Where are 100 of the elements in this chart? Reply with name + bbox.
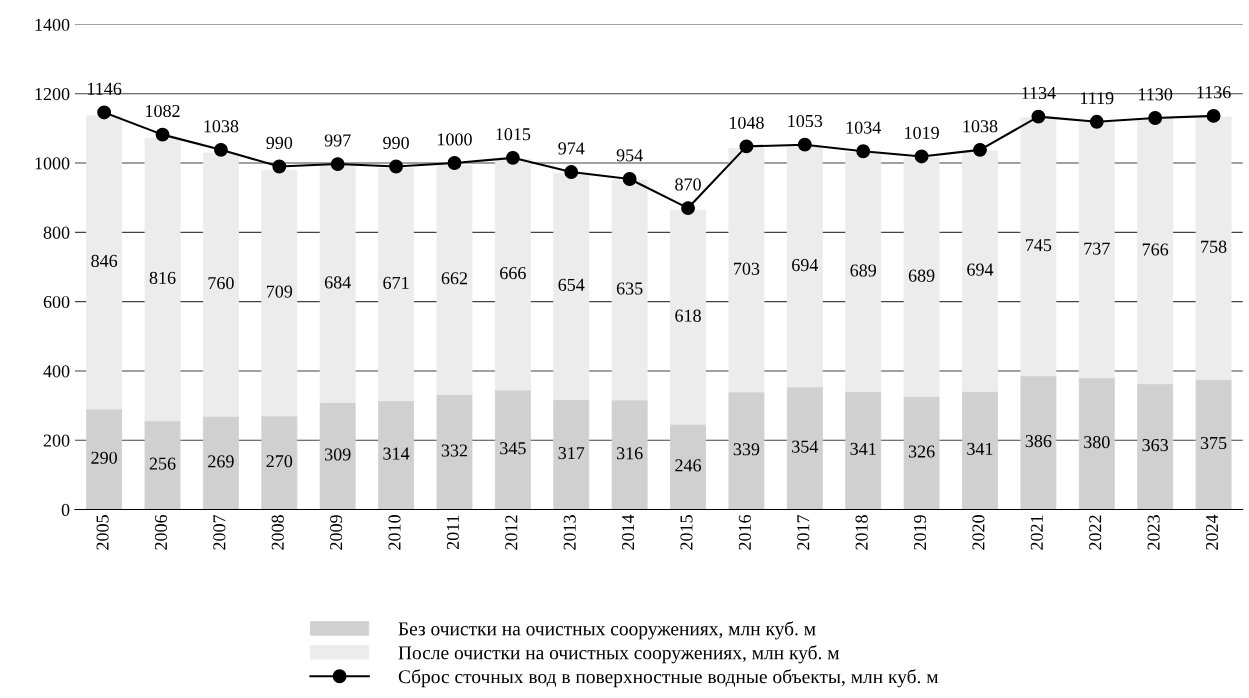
data-label: 354 [792, 440, 819, 453]
point [739, 139, 754, 154]
data-label: 666 [500, 266, 526, 280]
data-label: 256 [149, 457, 176, 470]
point [330, 157, 345, 172]
data-label: 997 [324, 134, 351, 147]
data-label: 375 [1200, 436, 1227, 450]
data-label: 990 [266, 136, 293, 149]
x-tick-label: 2020 [972, 515, 985, 550]
bar [786, 145, 823, 388]
y-tick-label: 600 [43, 295, 70, 309]
x-tick-label: 2021 [1030, 515, 1043, 550]
bar [728, 148, 765, 393]
data-label: 689 [908, 269, 935, 282]
bar [494, 389, 531, 510]
bar [1195, 379, 1232, 510]
x-tick-label: 2005 [96, 515, 109, 550]
data-label: 341 [850, 442, 876, 455]
bar [86, 408, 123, 510]
data-label: 709 [266, 285, 293, 298]
point [1206, 108, 1221, 123]
data-label: 816 [149, 271, 176, 284]
bar [436, 394, 473, 510]
x-tick-label: 2023 [1147, 515, 1160, 550]
data-label: 846 [91, 254, 118, 267]
data-label: 684 [324, 276, 351, 289]
data-label: 766 [1142, 243, 1169, 256]
bar [962, 390, 998, 510]
data-label: 1048 [729, 116, 764, 129]
data-label: 990 [383, 136, 409, 149]
data-label: 1038 [963, 120, 998, 133]
bar [1137, 117, 1174, 385]
bar [494, 158, 531, 391]
bar [144, 137, 181, 422]
data-label: 703 [734, 262, 760, 275]
point [564, 165, 579, 179]
data-label: 1130 [1139, 88, 1173, 101]
data-label: 618 [675, 309, 701, 322]
bar [202, 415, 239, 510]
data-label: 654 [558, 278, 585, 291]
data-label: 1146 [88, 82, 122, 95]
data-label: 332 [441, 444, 468, 457]
bar [144, 420, 181, 510]
bar [1020, 375, 1057, 510]
bar [670, 209, 706, 425]
bar [611, 179, 648, 401]
data-label: 760 [208, 276, 234, 290]
data-label: 1038 [204, 120, 239, 133]
data-label: 1019 [905, 126, 939, 139]
x-tick-label: 2008 [271, 515, 284, 550]
data-label: 1119 [1080, 92, 1114, 105]
legend-label: После очистки на очистных сооружениях, млн куб. м [398, 645, 840, 664]
point [1148, 111, 1163, 125]
data-label: 339 [733, 443, 760, 456]
bar [903, 396, 940, 510]
data-label: 269 [208, 455, 234, 468]
data-label: 689 [850, 264, 877, 277]
data-label: 662 [441, 272, 468, 285]
x-tick-label: 2009 [330, 515, 343, 550]
bar [202, 152, 239, 417]
data-label: 363 [1142, 439, 1169, 452]
data-label: 309 [325, 448, 351, 461]
data-label: 1015 [496, 128, 531, 141]
x-tick-label: 2006 [154, 514, 168, 550]
data-label: 745 [1026, 239, 1052, 252]
bar [786, 386, 823, 510]
y-tick-label: 200 [43, 434, 70, 447]
bar [261, 415, 298, 510]
y-tick-label: 1000 [35, 157, 70, 170]
x-tick-label: 2014 [621, 514, 635, 550]
x-tick-label: 2007 [213, 514, 226, 550]
bar [86, 115, 123, 410]
data-label: 317 [558, 447, 585, 460]
data-label: 694 [792, 259, 819, 272]
bar [378, 167, 415, 402]
x-tick-label: 2015 [680, 515, 693, 550]
bar [378, 400, 415, 510]
point [213, 142, 228, 157]
data-label: 316 [616, 447, 643, 460]
point [914, 149, 929, 164]
point [447, 156, 462, 170]
y-tick-label: 1200 [35, 87, 70, 101]
y-tick-label: 400 [43, 365, 70, 378]
bar [1195, 116, 1232, 381]
bar [670, 423, 706, 510]
y-tick-label: 1400 [35, 18, 70, 31]
bar [436, 164, 473, 395]
bar [845, 390, 882, 510]
data-label: 635 [616, 282, 643, 295]
point [505, 150, 520, 165]
data-label: 270 [266, 455, 293, 468]
x-tick-label: 2018 [855, 515, 868, 550]
bar [611, 399, 648, 510]
point [389, 159, 404, 174]
data-label: 345 [500, 442, 526, 455]
x-tick-label: 2012 [505, 515, 518, 550]
data-label: 1134 [1022, 86, 1056, 100]
data-label: 1000 [438, 133, 472, 146]
y-tick-label: 0 [61, 503, 70, 516]
data-label: 341 [967, 442, 993, 455]
